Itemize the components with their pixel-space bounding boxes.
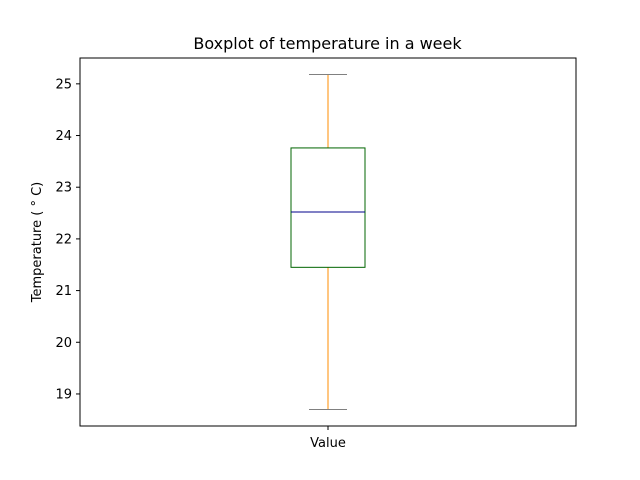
x-tick-label: Value bbox=[310, 436, 346, 451]
y-tick-label: 20 bbox=[55, 336, 72, 351]
box bbox=[290, 147, 366, 268]
y-tick-label: 23 bbox=[55, 181, 72, 196]
y-axis-label: Temperature ( ° C) bbox=[30, 182, 45, 303]
y-tick-label: 25 bbox=[55, 77, 72, 92]
y-tick-label: 19 bbox=[55, 387, 72, 402]
y-tick-label: 22 bbox=[55, 232, 72, 247]
y-tick-label: 21 bbox=[55, 284, 72, 299]
plot-area: 19 20 21 22 23 24 25 Value bbox=[55, 57, 577, 451]
y-tick-label: 24 bbox=[55, 129, 72, 144]
chart-title: Boxplot of temperature in a week bbox=[193, 34, 462, 53]
